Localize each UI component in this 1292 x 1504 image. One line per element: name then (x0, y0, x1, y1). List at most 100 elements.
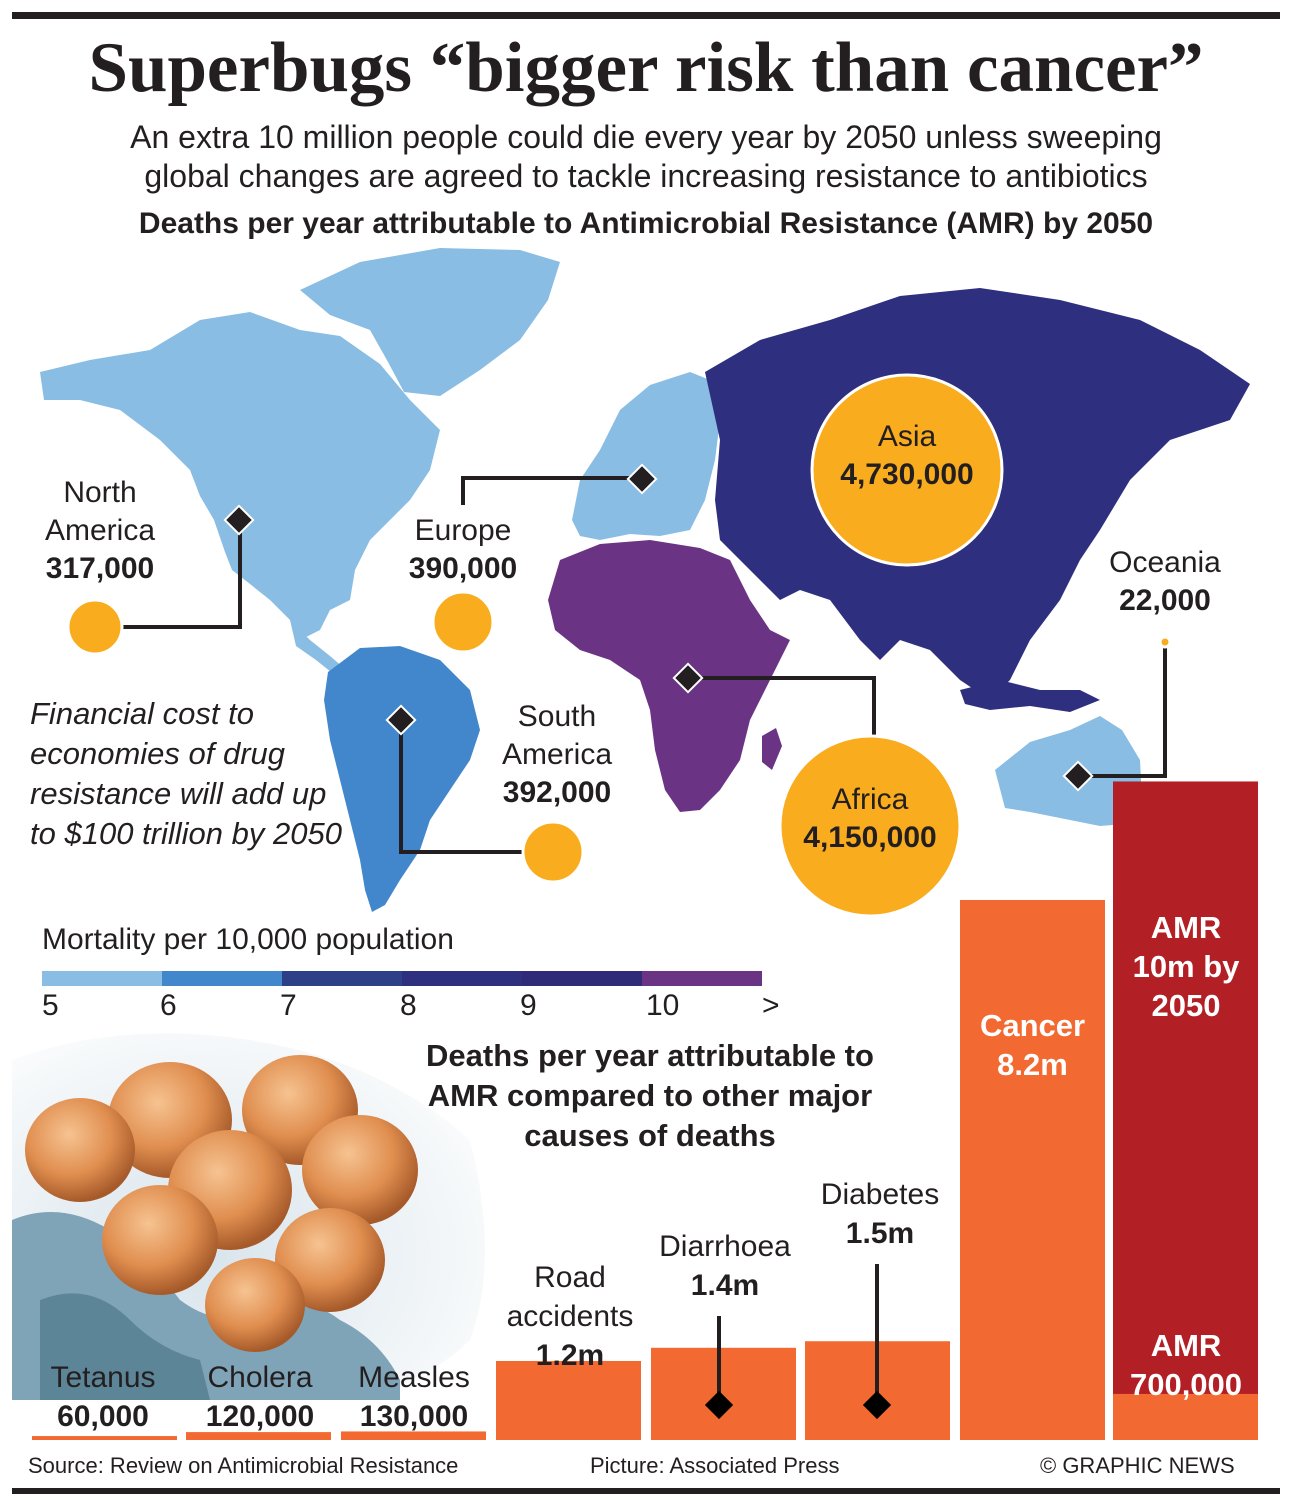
greenland-shape (300, 248, 560, 396)
europe-connector (461, 476, 642, 505)
measles-bar (341, 1431, 486, 1440)
diabetes-label: Diabetes 1.5m (800, 1175, 960, 1253)
amr-2050-line1: AMR (1150, 910, 1222, 945)
north-america-bubble (66, 598, 124, 656)
central-america-shape (290, 620, 344, 676)
cholera-bar (186, 1432, 331, 1440)
legend-tick: 7 (280, 989, 297, 1022)
connector-lines (120, 476, 1167, 854)
footer-source: Source: Review on Antimicrobial Resistan… (28, 1453, 459, 1478)
category-label: Cancer (979, 1008, 1086, 1043)
value-label: 8.2m (997, 1047, 1068, 1082)
category-label: Measles (358, 1361, 470, 1394)
subtitle-line-2: global changes are agreed to tackle incr… (144, 158, 1148, 194)
death-bubbles (66, 373, 1172, 918)
value-label: 120,000 (205, 1400, 315, 1433)
value-label: 60,000 (57, 1400, 149, 1433)
value-label: 1.2m (535, 1339, 605, 1372)
headline: Superbugs “bigger risk than cancer” (88, 29, 1204, 107)
madagascar-shape (762, 728, 782, 770)
category-label: Diabetes (820, 1178, 940, 1211)
legend-tick: 6 (160, 989, 177, 1022)
road-accidents-label: Road accidents 1.2m (495, 1258, 645, 1375)
legend-tick: 8 (400, 989, 417, 1022)
europe-bubble (431, 590, 495, 654)
bar-chart-heading: Deaths per year attributable to AMR comp… (426, 1038, 874, 1153)
category-label: Cholera (207, 1361, 313, 1394)
north-america-connector (120, 521, 242, 629)
cholera-label: Cholera 120,000 (185, 1358, 335, 1436)
category-label: Diarrhoea (659, 1230, 791, 1263)
value-label: 1.5m (845, 1217, 915, 1250)
amr-bar (1113, 1393, 1258, 1440)
diabetes-marker (862, 1390, 892, 1420)
subtitle-line-1: An extra 10 million people could die eve… (130, 119, 1162, 155)
value-label: 700,000 (1129, 1367, 1243, 1402)
road-accidents-bar (496, 1360, 641, 1440)
legend-swatch-3 (282, 971, 402, 986)
diarrhoea-marker (704, 1390, 734, 1420)
bottom-rule (12, 1488, 1280, 1494)
africa-name: Africa (831, 783, 909, 816)
amr-2050-line2: 10m by (1132, 949, 1240, 984)
oceania-name: Oceania (1109, 546, 1221, 579)
legend-swatch-5 (522, 971, 642, 986)
north-america-name-line1: North (63, 476, 137, 509)
legend-swatch-6 (642, 971, 762, 986)
cancer-label: Cancer 8.2m (960, 1006, 1105, 1084)
oceania-connector (1078, 644, 1167, 778)
legend-swatch-2 (162, 971, 282, 986)
africa-deaths: 4,150,000 (803, 821, 937, 854)
europe-deaths: 390,000 (408, 552, 518, 585)
measles-label: Measles 130,000 (339, 1358, 489, 1436)
south-america-bubble (521, 820, 585, 884)
africa-bubble (778, 734, 962, 918)
legend-title: Mortality per 10,000 population (42, 923, 454, 956)
tetanus-bar (32, 1436, 177, 1440)
oceania-label: Oceania 22,000 (1085, 544, 1245, 620)
asia-label: Asia 4,730,000 (817, 418, 997, 494)
diarrhoea-bar (651, 1347, 796, 1440)
asia-deaths: 4,730,000 (840, 458, 974, 491)
north-america-name-line2: America (44, 514, 156, 547)
north-america-deaths: 317,000 (45, 552, 155, 585)
legend-tick: > (762, 989, 780, 1022)
europe-marker (626, 463, 658, 495)
diamond-markers (223, 463, 1094, 792)
bar-chart (32, 781, 1258, 1440)
north-america-label: North America 317,000 (20, 474, 180, 588)
footer-picture-credit: Picture: Associated Press (590, 1453, 840, 1478)
map-heading: Deaths per year attributable to Antimicr… (138, 207, 1154, 240)
legend-swatch-1 (42, 971, 162, 986)
africa-label: Africa 4,150,000 (780, 781, 960, 857)
top-rule (12, 12, 1280, 19)
oceania-marker (1062, 760, 1094, 792)
value-label: 1.4m (690, 1269, 760, 1302)
se-asia-islands-shape (960, 680, 1100, 712)
europe-label: Europe 390,000 (383, 512, 543, 588)
legend-swatch-4 (402, 971, 522, 986)
africa-shape (548, 540, 790, 812)
north-america-marker (223, 504, 255, 536)
south-america-name-line1: South (517, 700, 597, 733)
legend-tick: 10 (646, 989, 680, 1022)
amr-2050-line3: 2050 (1151, 988, 1221, 1023)
financial-cost-note: Financial cost to economies of drug resi… (30, 696, 342, 851)
footer-copyright: © GRAPHIC NEWS (1040, 1453, 1235, 1478)
north-america-shape (40, 312, 440, 640)
oceania-deaths: 22,000 (1119, 584, 1211, 617)
south-america-name-line2: America (501, 738, 613, 771)
asia-bubble (810, 373, 1004, 567)
asia-name: Asia (877, 420, 937, 453)
category-label: Tetanus (50, 1361, 156, 1394)
europe-name: Europe (414, 514, 512, 547)
oceania-bubble (1158, 635, 1172, 649)
south-america-marker (385, 704, 417, 736)
bacteria-picture (12, 1033, 485, 1400)
amr-current-label: AMR 700,000 (1112, 1326, 1260, 1404)
cancer-bar (960, 900, 1105, 1440)
south-america-connector (399, 720, 525, 854)
value-label: 130,000 (359, 1400, 469, 1433)
diarrhoea-label: Diarrhoea 1.4m (640, 1227, 810, 1305)
